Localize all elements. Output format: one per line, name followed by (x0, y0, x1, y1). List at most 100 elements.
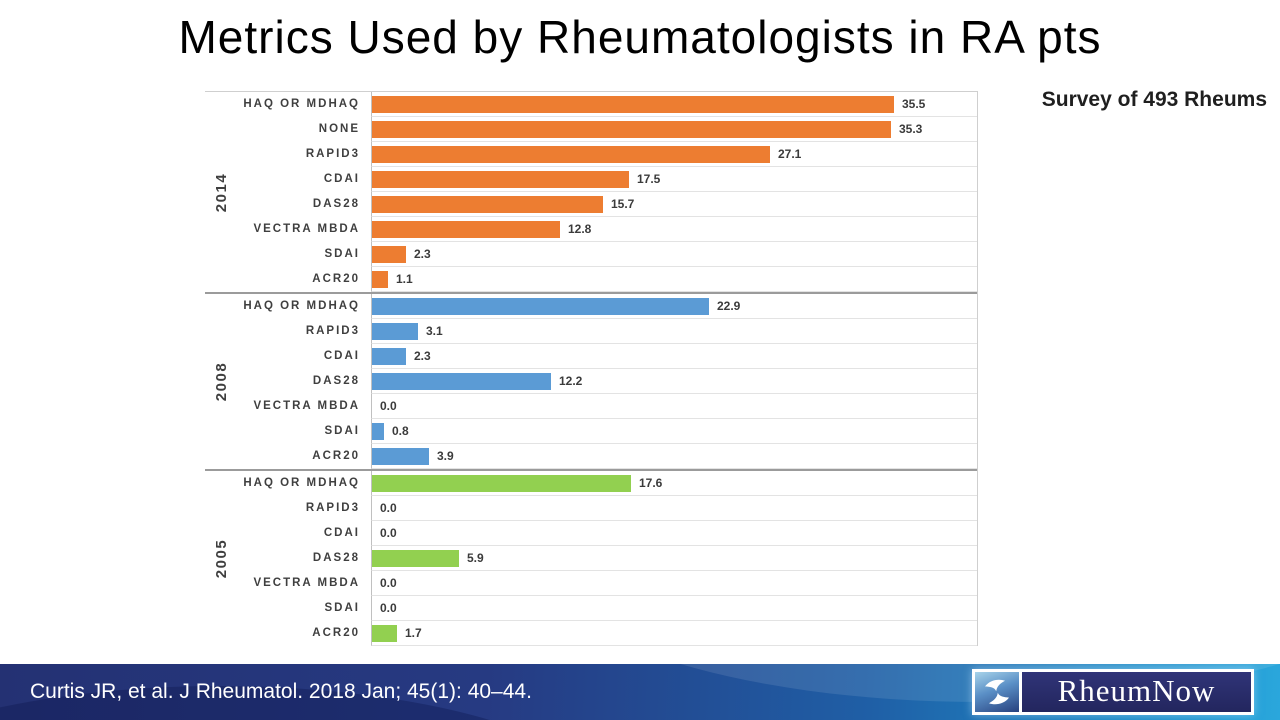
bar-area: 15.7 (371, 192, 977, 217)
year-text: 2014 (213, 172, 231, 212)
value-label: 0.0 (380, 601, 397, 615)
category-label: SDAI (324, 248, 360, 260)
year-axis-label: 2014 (205, 92, 239, 292)
chart-row: VECTRA MBDA 0.0 (205, 571, 977, 596)
category-label: DAS28 (312, 198, 360, 210)
category-label: DAS28 (312, 552, 360, 564)
data-bar (372, 220, 560, 238)
bar-area: 27.1 (371, 142, 977, 167)
data-bar (372, 95, 894, 113)
category-label: RAPID3 (305, 502, 360, 514)
category-label: HAQ OR MDHAQ (243, 98, 360, 110)
chart-row: VECTRA MBDA 12.8 (205, 217, 977, 242)
bar-area: 1.7 (371, 621, 977, 646)
bar-area: 35.3 (371, 117, 977, 142)
chart-group-2014: 2014 HAQ OR MDHAQ 35.5 NONE 35.3 RAPID3 27.1 CD… (205, 92, 977, 292)
category-label: CDAI (323, 173, 360, 185)
chart-row: HAQ OR MDHAQ 22.9 (205, 294, 977, 319)
category-label: SDAI (324, 602, 360, 614)
chart-group-2008: 2008 HAQ OR MDHAQ 22.9 RAPID3 3.1 CDAI 2.3 DAS2… (205, 292, 977, 469)
data-bar (372, 322, 418, 340)
value-label: 0.0 (380, 576, 397, 590)
value-label: 0.0 (380, 501, 397, 515)
value-label: 0.0 (380, 526, 397, 540)
category-label: ACR20 (312, 450, 360, 462)
value-label: 17.5 (637, 172, 661, 186)
value-label: 22.9 (717, 299, 741, 313)
category-label: RAPID3 (305, 148, 360, 160)
data-bar (372, 422, 384, 440)
category-label: NONE (318, 123, 360, 135)
chart-row: SDAI 0.8 (205, 419, 977, 444)
value-label: 27.1 (778, 147, 802, 161)
data-bar (372, 195, 603, 213)
data-bar (372, 170, 629, 188)
chart-row: ACR20 3.9 (205, 444, 977, 469)
bar-area: 35.5 (371, 92, 977, 117)
chart-group-2005: 2005 HAQ OR MDHAQ 17.6 RAPID3 0.0 CDAI 0.0 DAS2… (205, 469, 977, 646)
value-label: 17.6 (639, 476, 663, 490)
value-label: 15.7 (611, 197, 635, 211)
bar-area: 3.1 (371, 319, 977, 344)
rheumnow-logo: RheumNow (972, 669, 1254, 715)
chart-row: DAS28 12.2 (205, 369, 977, 394)
bar-area: 17.5 (371, 167, 977, 192)
bar-area: 0.0 (371, 394, 977, 419)
logo-brand-text: RheumNow (1022, 672, 1251, 712)
chart-row: RAPID3 3.1 (205, 319, 977, 344)
data-bar (372, 145, 770, 163)
value-label: 0.8 (392, 424, 409, 438)
value-label: 1.1 (396, 272, 413, 286)
chart-row: ACR20 1.7 (205, 621, 977, 646)
value-label: 5.9 (467, 551, 484, 565)
chart-row: HAQ OR MDHAQ 17.6 (205, 471, 977, 496)
bar-area: 0.8 (371, 419, 977, 444)
chart-row: DAS28 15.7 (205, 192, 977, 217)
bar-area: 2.3 (371, 344, 977, 369)
bar-area: 12.8 (371, 217, 977, 242)
footer-bar: Curtis JR, et al. J Rheumatol. 2018 Jan;… (0, 664, 1280, 720)
chart-row: VECTRA MBDA 0.0 (205, 394, 977, 419)
category-label: VECTRA MBDA (253, 400, 360, 412)
category-label: ACR20 (312, 273, 360, 285)
chart-row: CDAI 0.0 (205, 521, 977, 546)
data-bar (372, 549, 459, 567)
category-label: VECTRA MBDA (253, 577, 360, 589)
value-label: 0.0 (380, 399, 397, 413)
value-label: 3.9 (437, 449, 454, 463)
data-bar (372, 372, 551, 390)
bar-area: 17.6 (371, 471, 977, 496)
category-label: VECTRA MBDA (253, 223, 360, 235)
chart-row: RAPID3 0.0 (205, 496, 977, 521)
category-label: DAS28 (312, 375, 360, 387)
bar-area: 2.3 (371, 242, 977, 267)
value-label: 2.3 (414, 247, 431, 261)
page-title: Metrics Used by Rheumatologists in RA pt… (178, 11, 1102, 63)
year-text: 2008 (213, 361, 231, 402)
chart-row: DAS28 5.9 (205, 546, 977, 571)
value-label: 35.5 (902, 97, 926, 111)
chart-row: SDAI 2.3 (205, 242, 977, 267)
bar-area: 22.9 (371, 294, 977, 319)
year-axis-label: 2008 (205, 294, 239, 469)
bar-area: 5.9 (371, 546, 977, 571)
chart-row: ACR20 1.1 (205, 267, 977, 292)
year-text: 2005 (213, 538, 231, 579)
bar-area: 1.1 (371, 267, 977, 292)
data-bar (372, 624, 397, 642)
chart-row: CDAI 17.5 (205, 167, 977, 192)
data-bar (372, 120, 891, 138)
chart-row: SDAI 0.0 (205, 596, 977, 621)
value-label: 12.8 (568, 222, 592, 236)
chart-row: RAPID3 27.1 (205, 142, 977, 167)
value-label: 35.3 (899, 122, 923, 136)
joint-icon (975, 672, 1019, 712)
chart-row: NONE 35.3 (205, 117, 977, 142)
bar-area: 0.0 (371, 521, 977, 546)
category-label: SDAI (324, 425, 360, 437)
bar-chart: 2014 HAQ OR MDHAQ 35.5 NONE 35.3 RAPID3 27.1 CD… (205, 91, 978, 646)
bar-area: 3.9 (371, 444, 977, 469)
chart-row: CDAI 2.3 (205, 344, 977, 369)
category-label: CDAI (323, 350, 360, 362)
category-label: HAQ OR MDHAQ (243, 300, 360, 312)
